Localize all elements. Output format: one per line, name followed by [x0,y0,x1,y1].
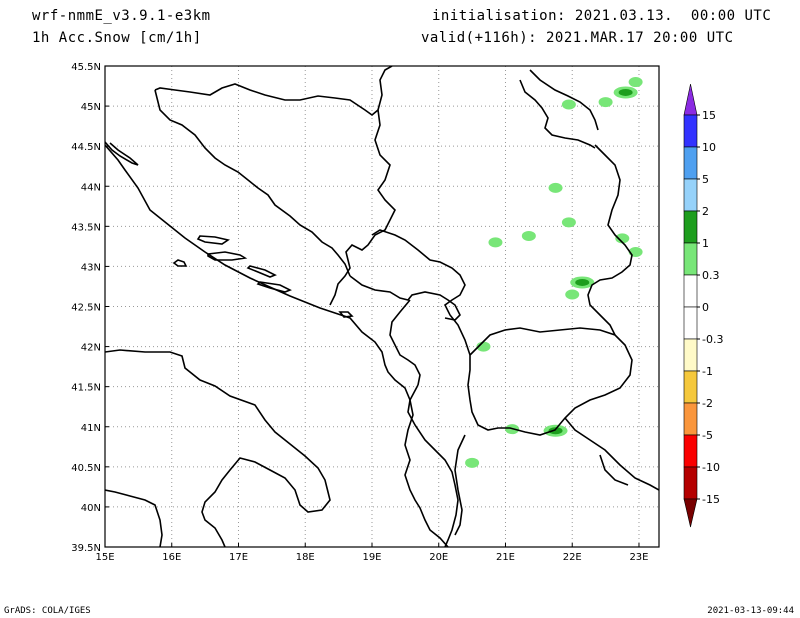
colorbar-swatch [683,338,698,372]
island-1 [196,235,230,245]
map-gridlines [105,66,659,547]
snow-patch [521,230,536,241]
snow-patch [628,77,643,88]
colorbar-label: -10 [702,461,720,474]
colorbar-label: 5 [702,173,709,186]
colorbar-swatch [683,274,698,308]
colorbar-swatch [683,306,698,340]
colorbar-swatch [683,466,698,500]
island-6 [338,311,354,318]
island-2 [207,251,248,261]
island-5 [256,281,292,293]
snow-patch [615,233,630,244]
snow-patch [565,289,580,300]
model-title: wrf-nmmE_v3.9.1-e3km [32,8,211,24]
lon-tick-label: 17E [229,552,248,563]
bosnia-serbia-border [329,109,396,306]
valid-time: valid(+116h): 2021.MAR.17 20:00 UTC [421,30,734,46]
colorbar-label: 0 [702,301,709,314]
colorbar-swatch [683,434,698,468]
lon-tick-label: 20E [429,552,448,563]
kosovo-border [389,299,421,386]
colorbar-label: -5 [702,429,713,442]
colorbar-label: 0.3 [702,269,720,282]
snow-patch-core [548,427,563,435]
colorbar-top-arrow [683,83,698,116]
serbia-romania-border [519,79,596,149]
lon-tick-label: 19E [362,552,381,563]
colorbar-bottom-arrow [683,498,698,528]
albania-border [407,384,459,547]
montenegro-border [349,275,461,321]
lat-tick-label: 39.5N [71,543,101,554]
lat-tick-label: 41.5N [71,383,101,394]
bosnia-west-border [154,89,351,277]
colorbar-swatch [683,146,698,180]
colorbar-swatch [683,114,698,148]
lon-tick-label: 18E [296,552,315,563]
snow-patch [598,97,613,108]
initialisation-time: initialisation: 2021.03.13. 00:00 UTC [432,8,772,24]
render-timestamp: 2021-03-13-09:44 [707,606,794,616]
snow-patch-core [618,88,633,96]
colorbar-label: -15 [702,493,720,506]
colorbar-label: 1 [702,237,709,250]
lat-tick-label: 40.5N [71,463,101,474]
lat-tick-label: 45N [81,102,101,113]
italy-coast-east [105,349,331,547]
map-axes: 15E 16E 17E 18E 19E 20E 21E 22E 23E 45.5N 45N 44.5N… [71,62,648,563]
danube [529,69,599,131]
colorbar-swatch [683,210,698,244]
lat-tick-label: 44.5N [71,142,101,153]
snow-patch-core [575,278,590,286]
greece-border [564,417,659,491]
macedonia-border [467,327,633,436]
lat-tick-label: 43.5N [71,222,101,233]
colorbar-label: 2 [702,205,709,218]
variable-title: 1h Acc.Snow [cm/1h] [32,30,202,46]
island-4 [246,265,277,278]
greece-border-2 [599,454,629,486]
adriatic-coast-north [105,141,139,166]
lat-tick-label: 40N [81,503,101,514]
colorbar-swatch [683,242,698,276]
lat-tick-label: 41N [81,423,101,434]
colorbar: 15 10 5 2 1 0.3 0 -0.3 -1 -2 -5 -10 -15 [683,83,723,528]
bulgaria-border [587,144,633,336]
lat-tick-label: 44N [81,182,101,193]
colorbar-label: 10 [702,141,716,154]
lat-tick-label: 43N [81,262,101,273]
lon-tick-label: 15E [95,552,114,563]
colorbar-swatch [683,402,698,436]
colorbar-label: -2 [702,397,713,410]
lon-tick-label: 22E [563,552,582,563]
albania-south [454,434,466,536]
snow-patch [561,99,576,110]
island-3 [172,259,188,267]
snow-patch [488,237,503,248]
lat-tick-label: 45.5N [71,62,101,73]
adriatic-coast [105,144,449,547]
grads-credit: GrADS: COLA/IGES [4,606,91,616]
snow-patch [548,182,563,193]
serbia-border [371,229,471,356]
lat-tick-label: 42N [81,343,101,354]
snow-patch [465,457,480,468]
lon-tick-label: 23E [629,552,648,563]
colorbar-label: -1 [702,365,713,378]
colorbar-label: -0.3 [702,333,723,346]
coastlines-and-borders [105,66,659,547]
colorbar-label: 15 [702,109,716,122]
colorbar-swatch [683,370,698,404]
lat-tick-label: 42.5N [71,303,101,314]
italy-coast-west [105,489,163,547]
snow-patch [561,217,576,228]
colorbar-swatch [683,178,698,212]
croatia-bosnia-border [154,66,393,117]
lon-tick-label: 16E [162,552,181,563]
lon-tick-label: 21E [496,552,515,563]
